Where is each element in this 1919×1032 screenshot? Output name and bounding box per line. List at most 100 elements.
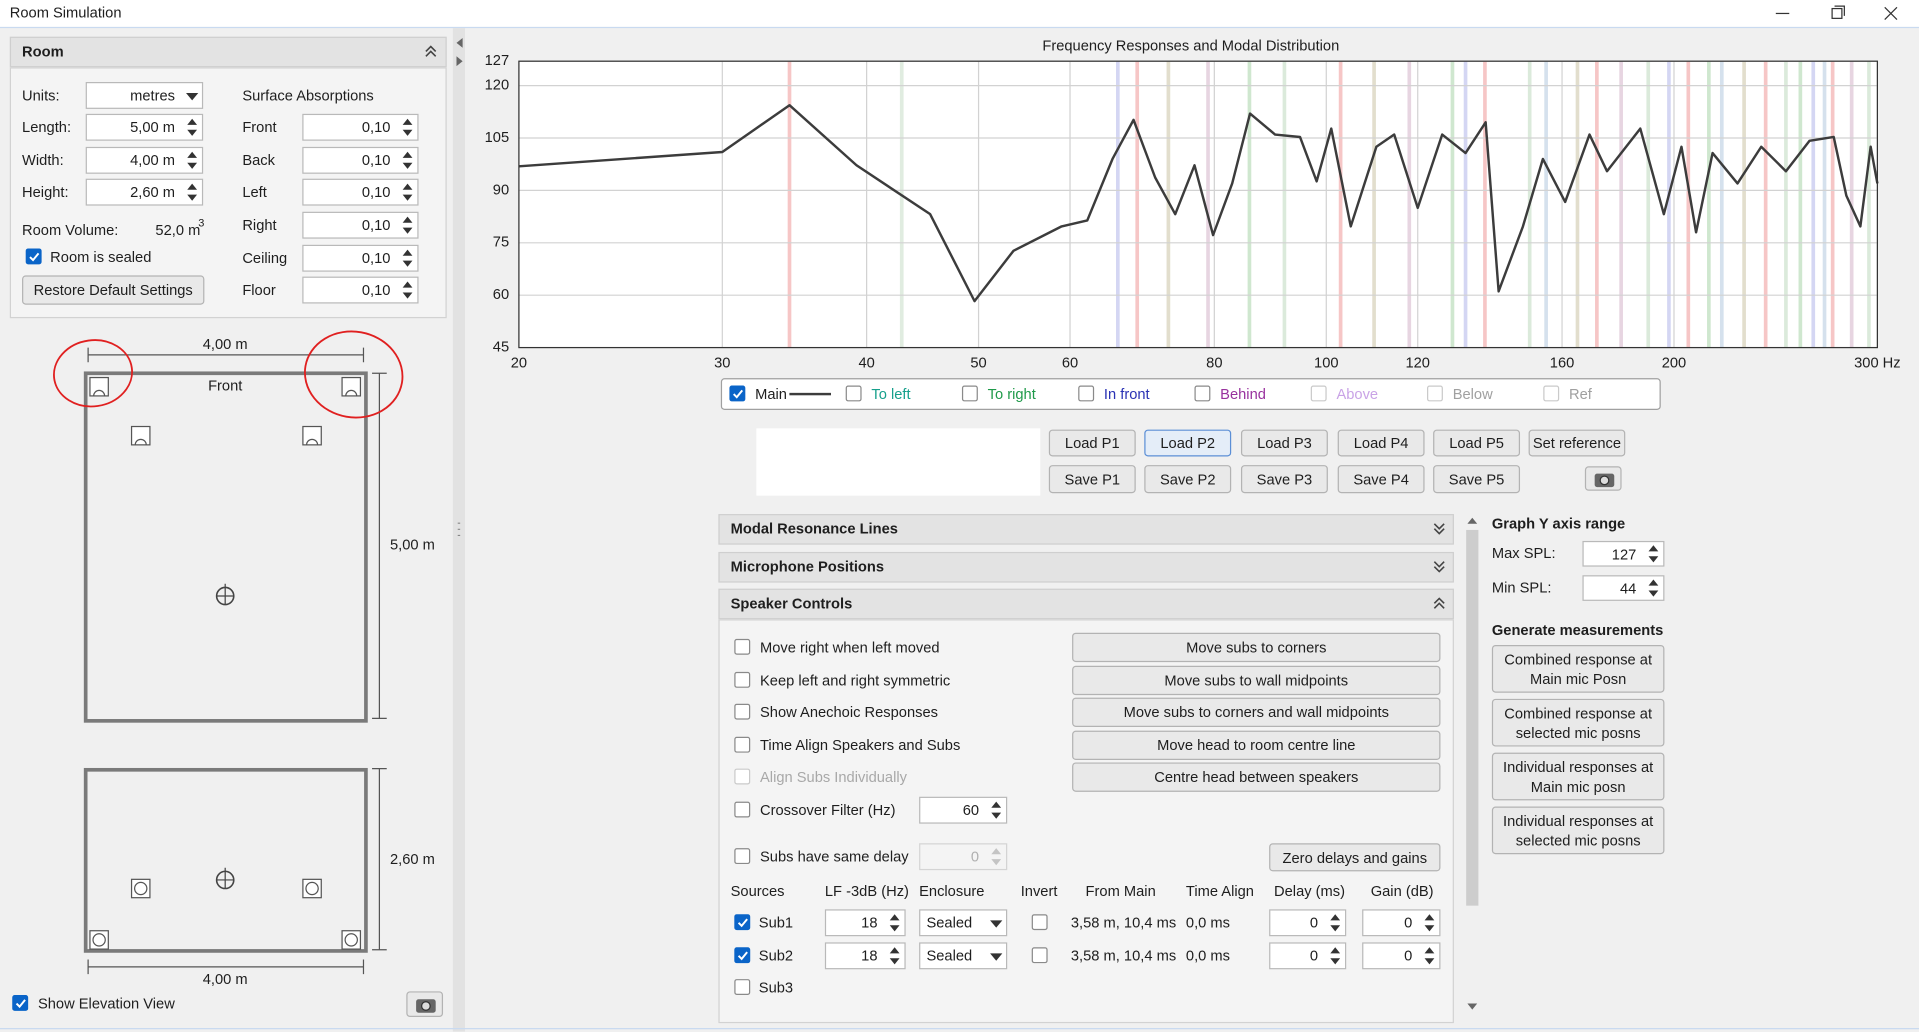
section-header[interactable] bbox=[718, 588, 1454, 620]
combo-box[interactable]: Sealed bbox=[919, 942, 1008, 970]
button[interactable]: Set reference bbox=[1528, 429, 1626, 457]
checkbox[interactable] bbox=[734, 914, 751, 931]
spin-box[interactable]: 5,00 m bbox=[85, 113, 204, 141]
button-label: Save P4 bbox=[1353, 470, 1409, 488]
checkbox[interactable] bbox=[734, 638, 751, 655]
checkbox bbox=[734, 768, 751, 785]
combo-icon bbox=[990, 920, 1003, 928]
dimension-line bbox=[87, 959, 365, 975]
checkbox[interactable] bbox=[1078, 385, 1095, 402]
chevron[interactable] bbox=[1432, 596, 1447, 611]
checkbox[interactable] bbox=[12, 994, 29, 1011]
spin-box[interactable]: 0,10 bbox=[302, 244, 419, 272]
checkbox[interactable] bbox=[734, 736, 751, 753]
button[interactable]: Move subs to wall midpoints bbox=[1072, 665, 1441, 696]
spin-box[interactable]: 0 bbox=[1362, 909, 1441, 937]
combo-box[interactable]: Sealed bbox=[919, 909, 1008, 937]
chevron[interactable] bbox=[1432, 521, 1447, 536]
checkbox[interactable] bbox=[734, 947, 751, 964]
chart-title: Frequency Responses and Modal Distributi… bbox=[1042, 38, 1339, 54]
checkbox[interactable] bbox=[729, 385, 746, 402]
scroll-arrows[interactable] bbox=[1464, 514, 1481, 1013]
scrollbar-thumb[interactable] bbox=[1466, 529, 1479, 906]
checkbox[interactable] bbox=[734, 801, 751, 818]
speaker bbox=[341, 376, 362, 397]
button[interactable] bbox=[1584, 466, 1622, 491]
spin-arrows bbox=[1330, 947, 1341, 965]
x-tick-label: 20 bbox=[511, 355, 527, 371]
listener-cross bbox=[216, 583, 234, 605]
checkbox[interactable] bbox=[845, 385, 862, 402]
chevron-icon bbox=[1433, 597, 1445, 609]
button[interactable]: Load P1 bbox=[1048, 429, 1136, 457]
label: Delay (ms) bbox=[1274, 882, 1346, 900]
panel-header[interactable] bbox=[9, 36, 447, 68]
splitter-arrows[interactable] bbox=[456, 37, 463, 67]
button-label: Move head to room centre line bbox=[1157, 736, 1356, 754]
combo-box[interactable]: metres bbox=[85, 81, 204, 109]
button[interactable]: Save P5 bbox=[1433, 465, 1521, 494]
label: LF -3dB (Hz) bbox=[824, 882, 909, 900]
button[interactable]: Individual responses at Main mic posn bbox=[1491, 752, 1665, 801]
spin-box[interactable]: 0,10 bbox=[302, 113, 419, 141]
chevron[interactable] bbox=[1432, 559, 1447, 574]
button[interactable]: Zero delays and gains bbox=[1269, 843, 1441, 872]
spin-box[interactable]: 18 bbox=[824, 942, 906, 970]
speaker-cone bbox=[93, 389, 106, 397]
spin-box[interactable]: 0 bbox=[1269, 909, 1347, 937]
button[interactable]: Load P2 bbox=[1144, 429, 1232, 457]
button[interactable]: Load P4 bbox=[1337, 429, 1425, 457]
button[interactable]: Combined response at selected mic posns bbox=[1491, 698, 1665, 747]
button[interactable]: Save P2 bbox=[1144, 465, 1232, 494]
spin-box[interactable]: 18 bbox=[824, 909, 906, 937]
label: 0 bbox=[970, 848, 980, 866]
checkbox[interactable] bbox=[1031, 914, 1048, 931]
button[interactable]: Save P1 bbox=[1048, 465, 1136, 494]
section-header[interactable] bbox=[718, 514, 1454, 545]
button[interactable]: Save P3 bbox=[1240, 465, 1328, 494]
spin-icon bbox=[889, 947, 900, 965]
checkbox[interactable] bbox=[734, 671, 751, 688]
spin-box[interactable]: 0,10 bbox=[302, 211, 419, 239]
spin-box[interactable]: 0 bbox=[1269, 942, 1347, 970]
spin-box[interactable]: 60 bbox=[919, 796, 1008, 824]
button[interactable]: Individual responses at selected mic posn… bbox=[1491, 806, 1665, 855]
label: Invert bbox=[1020, 882, 1058, 900]
checkbox[interactable] bbox=[25, 248, 42, 265]
button[interactable]: Restore Default Settings bbox=[22, 275, 205, 305]
button[interactable]: Centre head between speakers bbox=[1072, 762, 1441, 792]
button[interactable]: Load P5 bbox=[1433, 429, 1521, 457]
checkbox[interactable] bbox=[1031, 947, 1048, 964]
spin-box[interactable]: 127 bbox=[1582, 540, 1665, 567]
spin-box[interactable]: 44 bbox=[1582, 575, 1665, 601]
label: Modal Resonance Lines bbox=[730, 520, 898, 538]
chevron[interactable] bbox=[423, 44, 438, 59]
button[interactable]: Load P3 bbox=[1240, 429, 1328, 457]
label: Length: bbox=[22, 118, 72, 136]
button[interactable] bbox=[406, 991, 444, 1018]
checkbox[interactable] bbox=[961, 385, 978, 402]
button[interactable]: Move head to room centre line bbox=[1072, 730, 1441, 761]
button[interactable]: Combined response at Main mic Posn bbox=[1491, 644, 1665, 693]
spin-box[interactable]: 4,00 m bbox=[85, 146, 204, 174]
button[interactable]: Save P4 bbox=[1337, 465, 1425, 494]
spin-icon bbox=[402, 183, 413, 201]
checkbox[interactable] bbox=[1194, 385, 1211, 402]
button[interactable]: Move subs to corners bbox=[1072, 632, 1441, 663]
spin-box[interactable]: 0,10 bbox=[302, 276, 419, 304]
spin-box[interactable]: 0,10 bbox=[302, 146, 419, 174]
checkbox[interactable] bbox=[734, 979, 751, 995]
checkbox[interactable] bbox=[734, 848, 751, 865]
button[interactable]: Move subs to corners and wall midpoints bbox=[1072, 697, 1441, 727]
section-header[interactable] bbox=[718, 551, 1454, 583]
legend bbox=[720, 378, 1661, 410]
close-icon[interactable] bbox=[1884, 6, 1898, 21]
spin-box[interactable]: 0,10 bbox=[302, 178, 419, 206]
restore-icon[interactable] bbox=[1831, 7, 1843, 19]
spin-box[interactable]: 0 bbox=[1362, 942, 1441, 970]
checkbox[interactable] bbox=[734, 703, 751, 720]
splitter[interactable] bbox=[452, 28, 466, 1032]
label: 2,60 m bbox=[130, 183, 176, 201]
spin-box[interactable]: 2,60 m bbox=[85, 178, 204, 206]
combo-arrow bbox=[990, 920, 1003, 928]
